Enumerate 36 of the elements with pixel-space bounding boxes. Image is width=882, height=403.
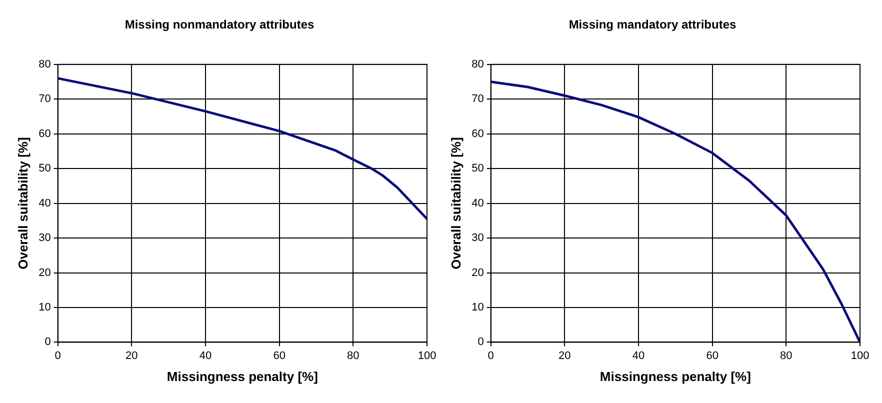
x-tick-label: 0 bbox=[488, 350, 494, 362]
x-tick-label: 40 bbox=[632, 350, 645, 362]
y-tick-label: 70 bbox=[472, 93, 484, 106]
y-axis-title: Overall suitability [%] bbox=[15, 137, 30, 270]
x-tick-label: 60 bbox=[273, 350, 286, 362]
x-tick-label: 20 bbox=[558, 350, 571, 362]
y-tick-label: 70 bbox=[38, 93, 51, 106]
x-axis-title: Missingness penalty [%] bbox=[600, 368, 751, 384]
x-tick-label: 60 bbox=[706, 350, 718, 362]
y-axis-title: Overall suitability [%] bbox=[448, 137, 464, 270]
y-tick-label: 0 bbox=[44, 336, 51, 348]
y-tick-label: 0 bbox=[478, 336, 484, 348]
x-tick-label: 40 bbox=[199, 350, 212, 362]
y-tick-label: 50 bbox=[472, 162, 484, 175]
y-tick-label: 10 bbox=[472, 302, 484, 314]
y-tick-label: 20 bbox=[38, 266, 51, 279]
y-tick-label: 60 bbox=[472, 128, 484, 140]
x-tick-label: 80 bbox=[347, 350, 360, 362]
x-tick-label: 100 bbox=[418, 350, 436, 362]
chart-title: Missing nonmandatory attributes bbox=[124, 18, 314, 32]
x-tick-label: 0 bbox=[54, 350, 61, 362]
y-tick-label: 40 bbox=[472, 197, 484, 210]
x-tick-label: 20 bbox=[126, 350, 138, 362]
y-tick-label: 20 bbox=[472, 266, 484, 279]
y-tick-label: 60 bbox=[38, 128, 51, 140]
x-axis-title: Missingness penalty [%] bbox=[166, 368, 318, 384]
y-tick-label: 30 bbox=[472, 232, 484, 244]
x-tick-label: 80 bbox=[780, 350, 792, 362]
y-tick-label: 30 bbox=[38, 232, 51, 244]
chart-title: Missing mandatory attributes bbox=[568, 18, 736, 32]
y-tick-label: 40 bbox=[38, 197, 51, 210]
x-tick-label: 100 bbox=[850, 350, 870, 362]
y-tick-label: 50 bbox=[38, 162, 51, 175]
y-tick-label: 10 bbox=[38, 302, 51, 314]
y-tick-label: 80 bbox=[472, 58, 484, 70]
y-tick-label: 80 bbox=[38, 58, 51, 70]
